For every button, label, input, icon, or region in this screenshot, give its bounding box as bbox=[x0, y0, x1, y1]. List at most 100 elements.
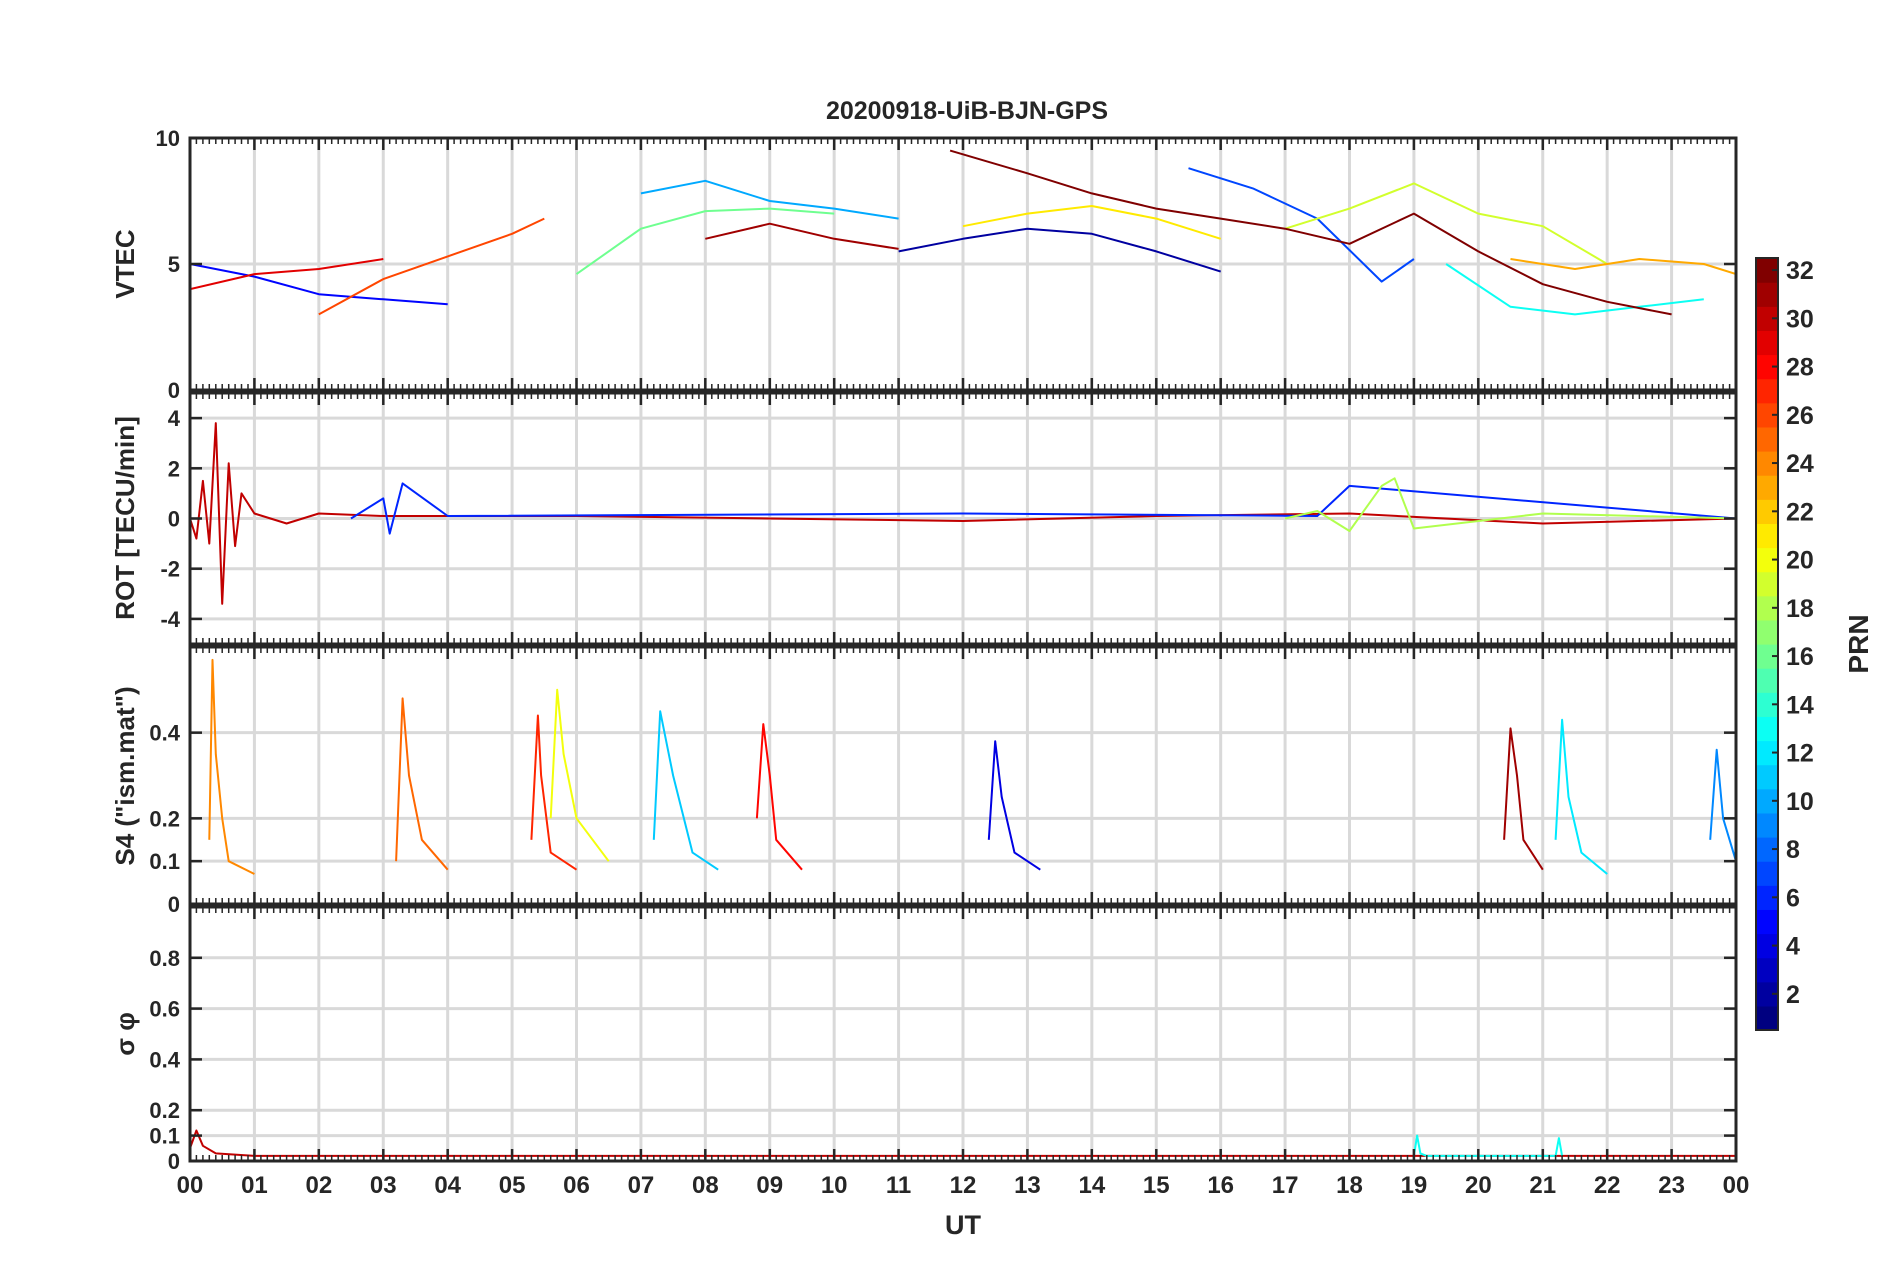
series-prn-11 bbox=[652, 710, 719, 871]
series-prn-12 bbox=[1554, 718, 1608, 875]
colorbar-cell bbox=[1756, 475, 1778, 500]
series-prn-13 bbox=[1412, 1134, 1564, 1157]
colorbar-cell bbox=[1756, 378, 1778, 404]
x-tick-label: 06 bbox=[563, 1172, 590, 1199]
colorbar-tick-label: 32 bbox=[1786, 257, 1814, 285]
y-tick-label: 0 bbox=[168, 378, 180, 403]
x-tick-label: 10 bbox=[821, 1172, 848, 1199]
colorbar-cell bbox=[1756, 499, 1778, 524]
x-tick-label: 11 bbox=[886, 1172, 911, 1199]
y-tick-label: 0.4 bbox=[149, 721, 180, 746]
x-tick-label: 05 bbox=[499, 1172, 526, 1199]
series-prn-27 bbox=[530, 714, 578, 871]
colorbar-tick-label: 28 bbox=[1786, 354, 1814, 382]
series-prn-20 bbox=[549, 688, 610, 862]
series-prn-21 bbox=[962, 205, 1221, 240]
x-tick-label: 07 bbox=[628, 1172, 655, 1199]
series-prn-32 bbox=[949, 149, 1672, 316]
colorbar-cell bbox=[1756, 933, 1778, 959]
y-tick-label: 0.6 bbox=[149, 997, 180, 1022]
series-prn-28 bbox=[755, 723, 803, 871]
series-prn-6 bbox=[350, 482, 1736, 535]
colorbar-tick-label: 6 bbox=[1786, 884, 1800, 912]
colorbar-cell bbox=[1756, 861, 1778, 886]
colorbar-tick-label: 10 bbox=[1786, 788, 1814, 816]
y-tick-label: 0.1 bbox=[149, 849, 180, 874]
y-tick-label: 0.1 bbox=[149, 1124, 180, 1149]
panel-s4: 0 0.1 0.2 0.4 S4 ("ism.mat") bbox=[110, 645, 1738, 917]
y-tick-label: 5 bbox=[168, 252, 180, 277]
colorbar-tick-label: 4 bbox=[1786, 933, 1800, 961]
x-tick-label: 16 bbox=[1207, 1172, 1234, 1199]
colorbar-tick-label: 18 bbox=[1786, 595, 1814, 623]
y-axis-label: ROT [TECU/min] bbox=[110, 416, 140, 620]
colorbar-cell bbox=[1756, 740, 1778, 766]
y-axis-label: S4 ("ism.mat") bbox=[110, 686, 140, 865]
panel-rot: -4 -2 0 2 4 ROT [TECU/min] bbox=[110, 391, 1738, 646]
series-group bbox=[190, 149, 1736, 316]
y-tick-label: 10 bbox=[156, 126, 180, 151]
colorbar-tick-label: 30 bbox=[1786, 305, 1814, 333]
major-ticks bbox=[253, 907, 1673, 1161]
series-prn-9 bbox=[1709, 748, 1736, 862]
x-tick-label: 04 bbox=[434, 1172, 461, 1199]
series-prn-5 bbox=[190, 263, 448, 306]
x-tick-label: 15 bbox=[1143, 1172, 1170, 1199]
series-group bbox=[208, 658, 1736, 875]
colorbar-cell bbox=[1756, 957, 1778, 983]
colorbar-cell bbox=[1756, 451, 1778, 476]
major-ticks bbox=[253, 393, 1673, 644]
colorbar-cell bbox=[1756, 402, 1778, 428]
x-tick-label: 01 bbox=[241, 1172, 268, 1199]
colorbar-cell bbox=[1756, 1005, 1778, 1031]
x-tick-label: 13 bbox=[1014, 1172, 1041, 1199]
series-prn-13 bbox=[1445, 263, 1704, 316]
colorbar-cell bbox=[1756, 788, 1778, 814]
colorbar-cell bbox=[1756, 426, 1778, 452]
chart-title: 20200918-UiB-BJN-GPS bbox=[826, 97, 1108, 125]
series-prn-2 bbox=[898, 227, 1221, 273]
y-tick-label: -2 bbox=[160, 557, 180, 582]
series-prn-19 bbox=[1284, 182, 1608, 265]
colorbar-cell bbox=[1756, 885, 1778, 910]
y-tick-label: 0 bbox=[168, 1149, 180, 1174]
panel-sigma-phi: 00.10.2 0.4 0.6 0.8 σ φ bbox=[110, 905, 1738, 1174]
panel-vtec: 0 5 10 VTEC bbox=[110, 126, 1738, 403]
colorbar-cell bbox=[1756, 716, 1778, 742]
series-prn-25 bbox=[395, 697, 449, 871]
colorbar-cell bbox=[1756, 619, 1778, 645]
series-prn-18 bbox=[1284, 477, 1736, 532]
y-tick-label: 4 bbox=[168, 406, 181, 431]
x-tick-label: 00 bbox=[1723, 1172, 1750, 1199]
colorbar-cell bbox=[1756, 812, 1778, 838]
x-tick-label: 23 bbox=[1658, 1172, 1685, 1199]
colorbar-tick-label: 2 bbox=[1786, 981, 1800, 1009]
x-tick-label: 22 bbox=[1594, 1172, 1621, 1199]
colorbar-tick-label: 20 bbox=[1786, 547, 1814, 575]
colorbar-tick-label: 16 bbox=[1786, 643, 1814, 671]
x-axis: 00 01 02 03 04 05 06 07 08 09 10 11 12 13 14 15 16 17 18 19… bbox=[177, 1172, 1750, 1240]
y-tick-label: 0.2 bbox=[149, 806, 180, 831]
x-tick-label: 17 bbox=[1272, 1172, 1299, 1199]
series-prn-29 bbox=[190, 258, 384, 291]
x-tick-label: 00 bbox=[177, 1172, 204, 1199]
series-prn-16 bbox=[575, 207, 835, 275]
colorbar-cell bbox=[1756, 909, 1778, 935]
colorbar-tick-label: 22 bbox=[1786, 498, 1814, 526]
series-prn-26 bbox=[318, 217, 545, 316]
colorbar-label: PRN bbox=[1843, 614, 1874, 673]
colorbar-tick-label: 24 bbox=[1786, 450, 1814, 478]
x-tick-label: 08 bbox=[692, 1172, 719, 1199]
y-tick-label: -4 bbox=[160, 607, 180, 632]
colorbar-cell bbox=[1756, 282, 1778, 307]
series-prn-31 bbox=[1503, 727, 1544, 871]
colorbar-cell bbox=[1756, 354, 1778, 380]
major-ticks bbox=[253, 647, 1673, 904]
colorbar-tick-label: 26 bbox=[1786, 402, 1814, 430]
x-tick-label: 02 bbox=[305, 1172, 332, 1199]
x-tick-label: 19 bbox=[1401, 1172, 1428, 1199]
series-prn-30 bbox=[190, 422, 1736, 605]
colorbar-cell bbox=[1756, 571, 1778, 597]
x-tick-label: 20 bbox=[1465, 1172, 1492, 1199]
